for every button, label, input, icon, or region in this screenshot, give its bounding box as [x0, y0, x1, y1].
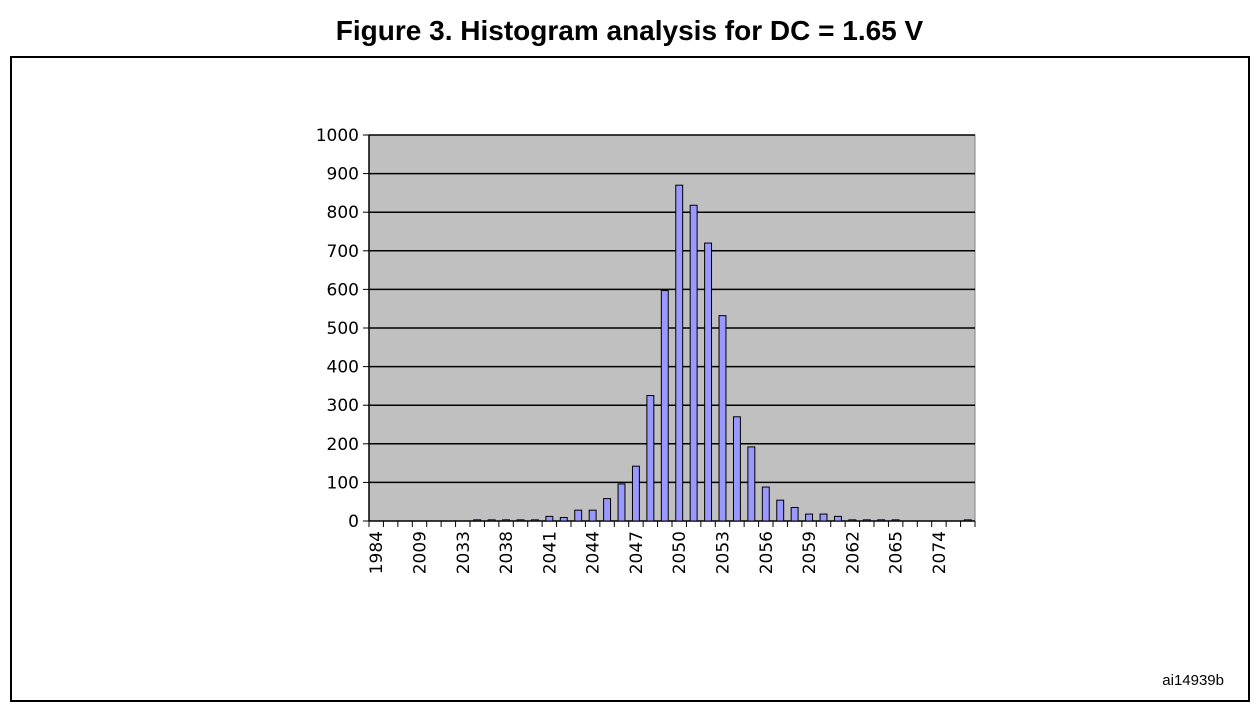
- histogram-bar: [732, 416, 741, 522]
- histogram-bar: [805, 513, 814, 522]
- histogram-bar: [963, 519, 972, 522]
- x-tick-label: 2033: [454, 531, 474, 574]
- histogram-bar: [761, 486, 770, 522]
- x-tick-label: 1984: [367, 531, 387, 574]
- figure-title: Figure 3. Histogram analysis for DC = 1.…: [335, 15, 924, 46]
- histogram-bar: [877, 519, 886, 522]
- histogram-bar: [689, 204, 698, 522]
- histogram-bar: [891, 519, 900, 522]
- y-tick-label: 1000: [316, 126, 359, 146]
- histogram-bar: [704, 242, 713, 522]
- x-tick-label: 2056: [757, 531, 777, 574]
- x-tick-label: 2053: [714, 531, 734, 574]
- x-tick-label: 2050: [670, 531, 690, 574]
- y-tick-label: 800: [327, 203, 359, 223]
- histogram-bar: [718, 315, 727, 522]
- histogram-bar: [487, 519, 496, 522]
- histogram-bar: [588, 509, 597, 522]
- x-tick-label: 2059: [800, 531, 820, 574]
- x-tick-label: 2038: [497, 531, 517, 574]
- x-tick-label: 2074: [930, 531, 950, 574]
- histogram-bar: [516, 519, 525, 522]
- x-tick-label: 2062: [843, 531, 863, 574]
- histogram-bar: [545, 515, 554, 522]
- y-tick-label: 200: [327, 435, 359, 455]
- x-tick-label: 2065: [887, 531, 907, 574]
- y-tick-label: 400: [327, 358, 359, 378]
- histogram-bar: [617, 483, 626, 522]
- histogram-bar: [862, 519, 871, 522]
- histogram-bar: [675, 184, 684, 522]
- figure-code: ai14939b: [1162, 672, 1224, 689]
- x-tick-label: 2044: [584, 531, 604, 574]
- x-tick-label: 2047: [627, 531, 647, 574]
- y-tick-label: 300: [327, 396, 359, 416]
- histogram-bar: [848, 519, 857, 522]
- histogram-chart: 0 100 200 300 400 500 600 700 800 900 1000 1984 2009…: [316, 126, 976, 574]
- x-tick-label: 2041: [540, 531, 560, 574]
- histogram-bar: [660, 290, 669, 522]
- x-tick-label: 2009: [411, 531, 431, 574]
- histogram-bar: [646, 395, 655, 522]
- histogram-bar: [502, 519, 511, 522]
- y-tick-label: 500: [327, 319, 359, 339]
- histogram-bar: [631, 465, 640, 522]
- y-tick-label: 0: [348, 512, 359, 532]
- histogram-bar: [833, 515, 842, 522]
- histogram-bar: [574, 509, 583, 522]
- histogram-bar: [790, 506, 799, 522]
- histogram-bar: [747, 446, 756, 522]
- histogram-bar: [559, 517, 568, 522]
- histogram-bar: [473, 519, 482, 522]
- y-tick-label: 100: [327, 473, 359, 493]
- histogram-bar: [776, 499, 785, 522]
- histogram-bar: [819, 513, 828, 522]
- y-tick-label: 700: [327, 242, 359, 262]
- y-tick-label: 600: [327, 280, 359, 300]
- histogram-bar: [530, 519, 539, 522]
- histogram-bar: [603, 498, 612, 522]
- y-tick-label: 900: [327, 165, 359, 185]
- figure-frame: 0 100 200 300 400 500 600 700 800 900 1000 1984 2009…: [10, 56, 1250, 702]
